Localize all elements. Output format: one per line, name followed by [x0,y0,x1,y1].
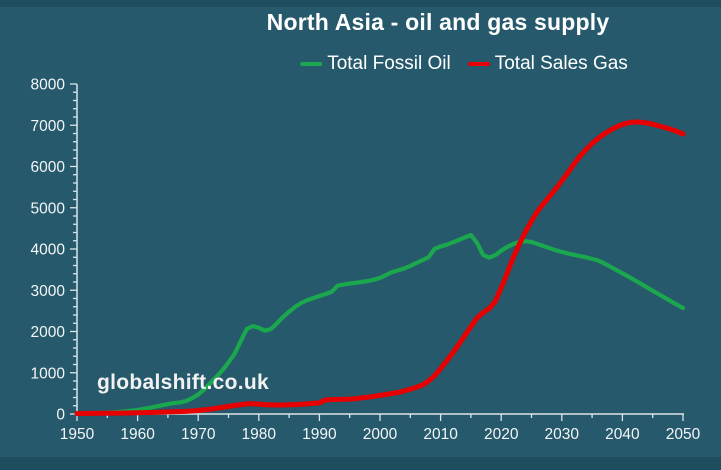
x-tick-label: 1970 [181,426,216,443]
y-tick-label: 7000 [31,118,66,135]
y-tick-label: 2000 [31,324,66,341]
legend-label-gas: Total Sales Gas [494,53,628,74]
x-tick-label: 2000 [363,426,398,443]
x-tick-label: 2050 [666,426,701,443]
y-tick-label: 8000 [31,77,66,94]
chart-title: North Asia - oil and gas supply [266,9,610,35]
x-tick-label: 2010 [423,426,458,443]
x-tick-label: 2030 [545,426,580,443]
y-tick-label: 1000 [31,365,66,382]
top-frame-band [0,0,721,7]
y-tick-label: 4000 [31,242,66,259]
y-tick-label: 6000 [31,159,66,176]
gas-series-swatch-icon [467,62,490,66]
x-tick-label: 1980 [242,426,277,443]
series-line-total-fossil-oil [74,232,686,416]
legend-item-total-fossil-oil: Total Fossil Oil [300,53,451,75]
y-tick-label: 5000 [31,200,66,217]
y-tick-label: 3000 [31,283,66,300]
legend-label-oil: Total Fossil Oil [327,53,451,74]
series-line-total-sales-gas [74,119,686,416]
x-tick-label: 1990 [302,426,337,443]
x-tick-label: 2020 [484,426,519,443]
x-tick-label: 1960 [120,426,155,443]
oil-series-swatch-icon [300,62,323,66]
x-tick-label: 1950 [60,426,95,443]
bottom-frame-band [0,457,721,470]
y-tick-label: 0 [56,407,65,424]
legend: Total Fossil Oil Total Sales Gas [300,53,628,75]
x-tick-label: 2040 [605,426,640,443]
legend-item-total-sales-gas: Total Sales Gas [467,53,628,75]
watermark-text: globalshift.co.uk [97,371,269,394]
